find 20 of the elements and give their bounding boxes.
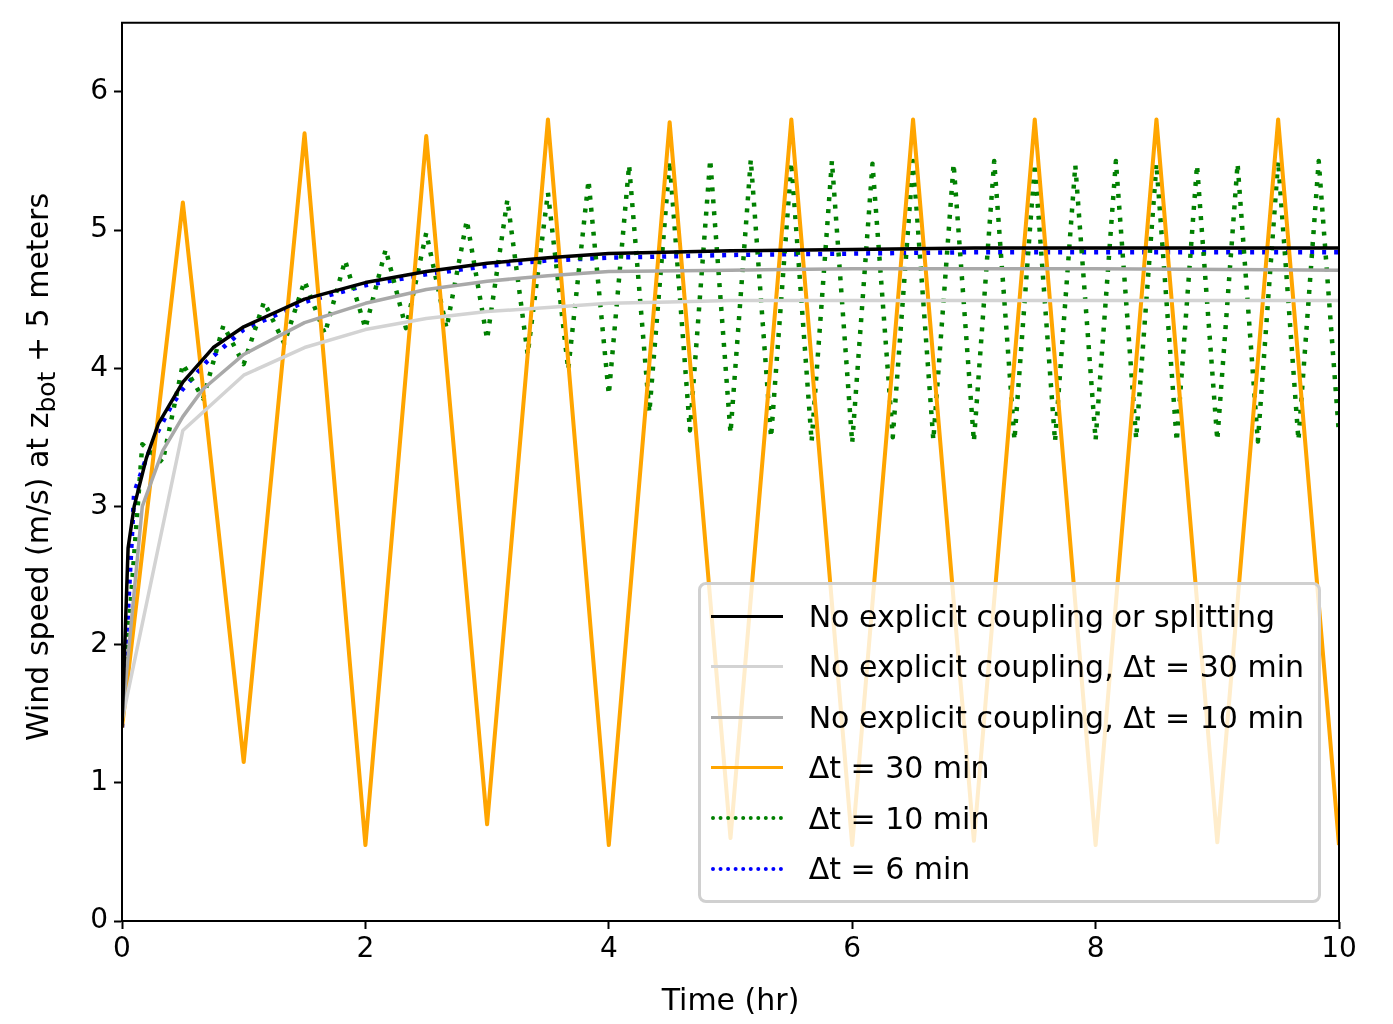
x-tick-label: 6 (843, 931, 862, 965)
y-tick-label: 3 (90, 487, 108, 521)
legend-label: No explicit coupling or splitting (808, 598, 1276, 634)
y-tick-label: 6 (90, 73, 108, 107)
legend-label: No explicit coupling, Δt = 30 min (808, 649, 1304, 685)
x-tick-label: 4 (599, 931, 618, 965)
legend-label: Δt = 30 min (808, 750, 990, 786)
y-tick-label: 4 (90, 349, 108, 383)
legend-label: No explicit coupling, Δt = 10 min (808, 699, 1304, 735)
y-tick-label: 2 (90, 625, 108, 659)
y-tick-label: 5 (90, 211, 108, 245)
x-tick-label: 8 (1086, 931, 1105, 965)
legend-label: Δt = 10 min (808, 800, 990, 836)
y-tick-label: 1 (90, 764, 108, 798)
y-tick-label: 0 (90, 902, 108, 936)
x-tick-label: 0 (113, 931, 131, 965)
x-tick-label: 2 (356, 931, 375, 965)
legend-label: Δt = 6 min (808, 851, 971, 887)
x-tick-label: 10 (1321, 931, 1357, 965)
x-axis-title: Time (hr) (660, 981, 800, 1017)
